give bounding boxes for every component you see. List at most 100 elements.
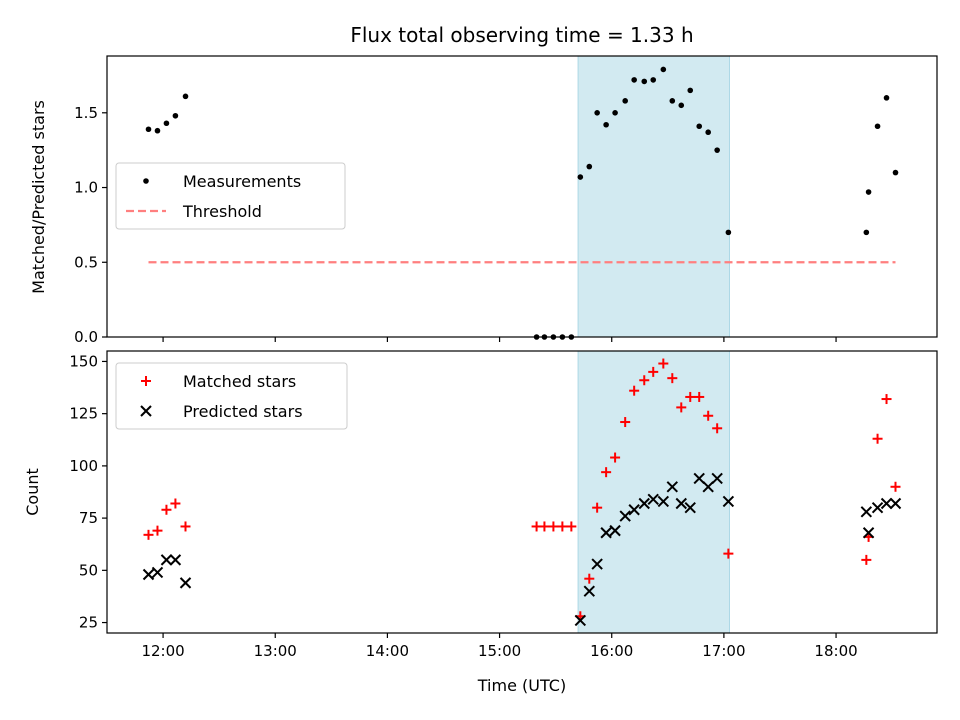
predicted-star-point	[160, 554, 173, 566]
measurement-point	[883, 95, 890, 101]
observing-window-span	[577, 55, 730, 338]
predicted-star-point	[591, 558, 603, 570]
measurement-point	[650, 77, 657, 83]
y-tick-label: 75	[79, 509, 98, 527]
measurement-point	[154, 127, 161, 134]
x-tick-label: 12:00	[141, 642, 184, 660]
x-axis-label: Time (UTC)	[477, 676, 566, 695]
matched-star-point	[676, 402, 687, 413]
bottom-legend: Matched stars Predicted stars	[115, 362, 348, 430]
matched-star-point	[566, 521, 577, 532]
matched-star-point	[861, 554, 872, 565]
predicted-star-point	[574, 614, 587, 627]
predicted-star-point	[889, 497, 902, 510]
y-tick-label: 100	[69, 457, 98, 475]
y-tick-label: 125	[69, 405, 98, 423]
predicted-star-point	[684, 501, 696, 514]
predicted-star-point	[871, 501, 884, 514]
predicted-star-point	[169, 554, 182, 566]
predicted-star-point	[151, 566, 164, 579]
matched-star-point	[890, 481, 901, 492]
matched-star-point	[723, 548, 734, 559]
measurement-point	[696, 123, 703, 130]
measurement-point	[669, 98, 676, 104]
measurement-point	[714, 147, 720, 153]
measurement-point	[612, 109, 618, 116]
matched-star-point	[712, 423, 723, 434]
x-tick-label: 17:00	[702, 642, 745, 660]
legend-label: Matched stars	[183, 372, 296, 391]
matched-star-point	[620, 417, 631, 428]
measurement-point	[577, 174, 584, 180]
matched-star-point	[584, 573, 595, 584]
predicted-star-point	[583, 585, 596, 597]
measurement-point	[892, 169, 899, 176]
measurement-point	[172, 112, 179, 119]
matched-star-point	[592, 502, 603, 513]
y-tick-label: 25	[79, 614, 98, 632]
predicted-star-point	[647, 493, 659, 506]
measurement-point	[594, 109, 600, 116]
legend-marker	[140, 405, 152, 417]
y-tick-label: 50	[79, 561, 98, 579]
matched-star-point	[629, 385, 640, 396]
y-tick-label: 150	[69, 352, 98, 370]
matched-star-point	[881, 394, 892, 405]
predicted-star-point	[628, 504, 640, 516]
measurement-point	[705, 129, 711, 136]
matched-star-point	[180, 521, 191, 532]
predicted-star-point	[862, 527, 875, 539]
predicted-star-point	[693, 472, 705, 485]
legend-label: Threshold	[182, 202, 262, 221]
matched-star-point	[703, 410, 714, 421]
predicted-star-point	[179, 577, 192, 589]
matched-star-point	[548, 521, 559, 532]
measurement-point	[631, 77, 637, 83]
matched-star-point	[685, 391, 696, 402]
matched-star-point	[639, 375, 650, 386]
predicted-star-point	[666, 481, 679, 493]
matched-star-point	[539, 521, 550, 532]
predicted-star-point	[638, 497, 650, 510]
matched-star-point	[658, 358, 669, 369]
predicted-star-point	[880, 497, 893, 510]
axes-frame	[106, 55, 938, 338]
legend-label: Predicted stars	[183, 402, 303, 421]
legend-marker	[141, 376, 151, 386]
legend-marker	[143, 178, 149, 184]
axes-frame	[106, 350, 938, 634]
matched-star-point	[170, 498, 181, 509]
matched-star-point	[143, 529, 154, 540]
measurement-point	[660, 66, 667, 73]
predicted-star-point	[142, 568, 155, 581]
matched-star-point	[694, 391, 705, 402]
x-tick-label: 18:00	[814, 642, 857, 660]
top-y-axis-label: Matched/Predicted stars	[29, 100, 48, 294]
measurement-point	[182, 93, 189, 100]
top-panel: 0.0 0.5 1.0 1.5 Measurements Threshold	[74, 55, 938, 346]
predicted-star-point	[722, 495, 735, 508]
x-tick-label: 15:00	[478, 642, 521, 660]
measurement-point	[622, 98, 628, 104]
measurement-point	[641, 78, 648, 85]
matched-star-point	[610, 452, 621, 463]
matched-star-point	[648, 366, 659, 377]
matched-star-point	[601, 467, 612, 478]
measurement-point	[725, 229, 732, 236]
measurement-point	[863, 229, 870, 236]
predicted-star-point	[711, 472, 723, 485]
predicted-star-point	[609, 524, 621, 537]
top-legend: Measurements Threshold	[115, 162, 346, 230]
x-tick-label: 13:00	[254, 642, 297, 660]
matched-star-point	[667, 373, 678, 384]
x-tick-label: 16:00	[590, 642, 633, 660]
figure-title: Flux total observing time = 1.33 h	[350, 23, 693, 47]
predicted-star-point	[600, 527, 612, 539]
bottom-panel: 25 50 75 100 125 150 12:00 13:00 14:00 15:00 16:00…	[69, 350, 938, 660]
measurement-point	[874, 123, 881, 130]
measurement-point	[865, 189, 872, 195]
matched-star-point	[152, 525, 163, 536]
predicted-star-point	[860, 506, 873, 518]
y-tick-label: 1.0	[74, 179, 98, 197]
